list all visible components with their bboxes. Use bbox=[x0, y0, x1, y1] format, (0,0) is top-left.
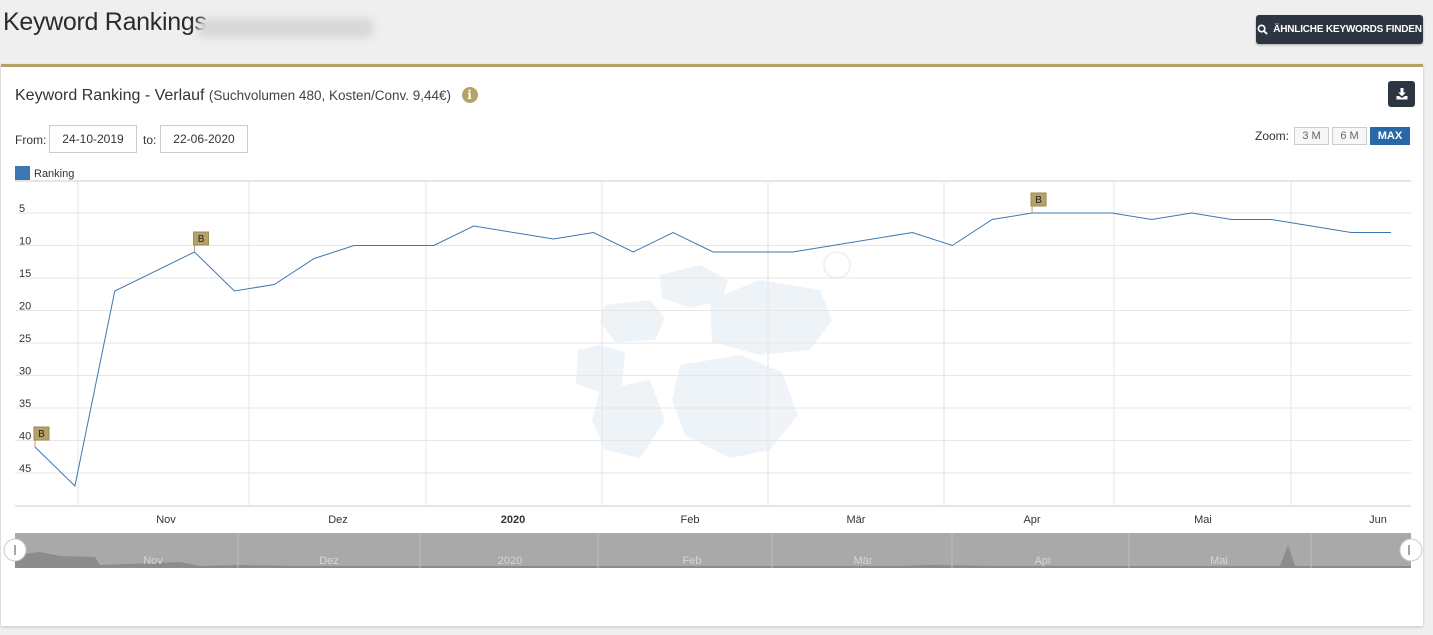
zoom-label: Zoom: bbox=[1255, 129, 1290, 143]
x-tick-label: Mär bbox=[847, 514, 866, 526]
flag-label: B bbox=[38, 429, 45, 440]
navigator-series bbox=[15, 545, 1411, 568]
y-tick-label: 20 bbox=[19, 301, 31, 313]
card-title-text: Keyword Ranking - Verlauf bbox=[15, 87, 205, 104]
flag-box bbox=[193, 231, 210, 246]
series-flag[interactable]: B bbox=[193, 231, 210, 252]
navigator-background bbox=[15, 533, 1411, 568]
x-tick-label: Apr bbox=[1023, 514, 1040, 526]
zoom-6m-button[interactable]: 6 M bbox=[1332, 127, 1367, 145]
page-subtitle-redacted bbox=[198, 18, 373, 38]
card-title: Keyword Ranking - Verlauf (Suchvolumen 4… bbox=[15, 87, 478, 105]
info-icon[interactable]: i bbox=[461, 87, 478, 103]
search-icon bbox=[1257, 24, 1268, 35]
page-title: Keyword Rankings bbox=[3, 8, 207, 36]
navigator-label: 2020 bbox=[498, 555, 522, 567]
y-tick-label: 10 bbox=[19, 236, 31, 248]
x-tick-label: Nov bbox=[156, 514, 176, 526]
flag-box bbox=[1030, 192, 1047, 207]
y-tick-label: 5 bbox=[19, 203, 25, 215]
navigator-label: Apr bbox=[1034, 555, 1051, 567]
from-label: From: bbox=[15, 133, 47, 147]
legend-swatch bbox=[15, 166, 30, 180]
download-button[interactable] bbox=[1388, 81, 1415, 107]
legend-ranking[interactable]: Ranking bbox=[15, 166, 74, 180]
series-flag[interactable]: B bbox=[33, 426, 50, 447]
y-tick-label: 30 bbox=[19, 366, 31, 378]
find-similar-keywords-button[interactable]: ÄHNLICHE KEYWORDS FINDEN bbox=[1256, 15, 1423, 44]
ranking-history-card: Keyword Ranking - Verlauf (Suchvolumen 4… bbox=[1, 64, 1423, 626]
navigator-label: Mai bbox=[1210, 555, 1228, 567]
from-date-input[interactable] bbox=[49, 125, 137, 153]
legend-label: Ranking bbox=[34, 168, 75, 180]
to-date-input[interactable] bbox=[160, 125, 248, 153]
x-tick-label: Mai bbox=[1194, 514, 1212, 526]
y-tick-label: 15 bbox=[19, 268, 31, 280]
x-tick-label: Dez bbox=[328, 514, 348, 526]
zoom-3m-button[interactable]: 3 M bbox=[1294, 127, 1329, 145]
to-label: to: bbox=[143, 133, 157, 147]
y-tick-label: 40 bbox=[19, 431, 31, 443]
navigator-right-handle[interactable] bbox=[1399, 538, 1423, 562]
x-tick-label: 2020 bbox=[501, 514, 525, 526]
chart-watermark bbox=[576, 251, 851, 458]
zoom-max-button[interactable]: MAX bbox=[1370, 127, 1410, 145]
find-similar-keywords-label: ÄHNLICHE KEYWORDS FINDEN bbox=[1273, 24, 1422, 35]
x-tick-label: Feb bbox=[681, 514, 700, 526]
navigator-label: Nov bbox=[143, 555, 163, 567]
flag-label: B bbox=[198, 234, 205, 245]
y-tick-label: 35 bbox=[19, 398, 31, 410]
x-tick-label: Jun bbox=[1369, 514, 1387, 526]
y-tick-label: 45 bbox=[19, 463, 31, 475]
navigator[interactable]: Nov Dez 2020 Feb Mär Apr Mai bbox=[3, 533, 1423, 568]
ranking-series-line[interactable] bbox=[34, 212, 1391, 487]
card-subtitle: (Suchvolumen 480, Kosten/Conv. 9,44€) bbox=[208, 88, 452, 103]
navigator-label: Dez bbox=[319, 555, 339, 567]
flag-label: B bbox=[1035, 195, 1042, 206]
y-tick-label: 25 bbox=[19, 333, 31, 345]
navigator-label: Mär bbox=[854, 555, 873, 567]
flag-box bbox=[33, 426, 50, 441]
navigator-label: Feb bbox=[683, 555, 702, 567]
download-icon bbox=[1396, 88, 1407, 100]
series-flag[interactable]: B bbox=[1030, 192, 1047, 213]
